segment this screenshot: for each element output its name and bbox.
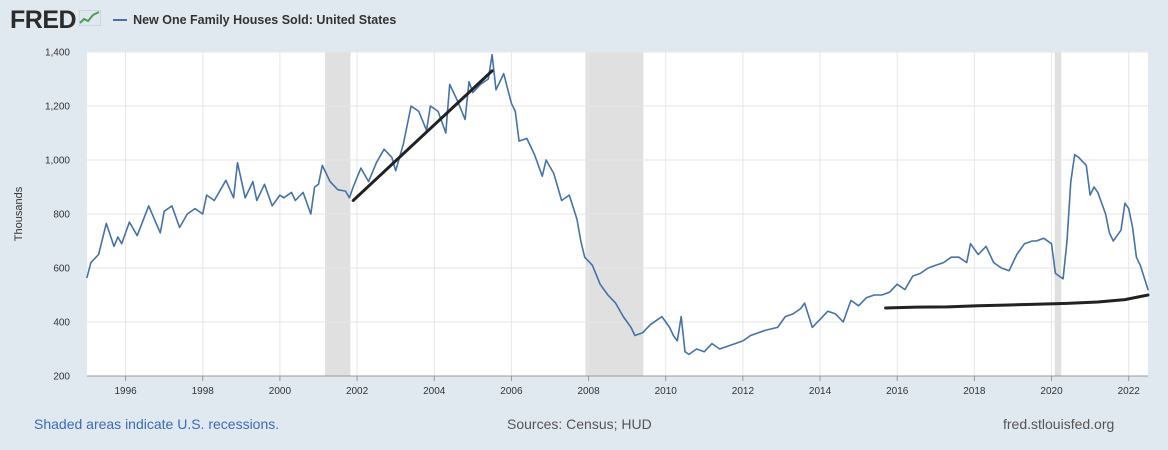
legend-swatch <box>113 19 128 21</box>
series-lines <box>86 53 1150 356</box>
x-tick-label: 2000 <box>269 386 292 397</box>
series-line-houses-sold <box>86 53 1149 356</box>
x-tick-label: 2012 <box>732 386 755 397</box>
y-axis-title: Thousands <box>13 186 25 241</box>
y-tick-label: 400 <box>53 318 70 329</box>
x-tick-label: 2016 <box>886 386 909 397</box>
x-tick-label: 2002 <box>346 386 369 397</box>
y-tick-label: 1,400 <box>45 48 70 59</box>
y-axis-ticks: 200 400 600 800 1,000 1,200 1,400 <box>45 48 70 383</box>
chart-header: FRED New One Family Houses Sold: United … <box>10 6 396 34</box>
trend-line-2 <box>884 293 1150 310</box>
x-tick-label: 1996 <box>114 386 137 397</box>
x-tick-label: 2004 <box>423 386 446 397</box>
chart-trend-icon <box>78 9 102 31</box>
x-tick-label: 1998 <box>192 386 215 397</box>
y-tick-label: 200 <box>53 372 70 383</box>
x-tick-label: 2010 <box>655 386 678 397</box>
y-tick-label: 1,200 <box>45 102 70 113</box>
y-tick-label: 800 <box>53 210 70 221</box>
x-tick-label: 2020 <box>1040 386 1063 397</box>
legend: New One Family Houses Sold: United State… <box>113 13 396 27</box>
y-tick-label: 1,000 <box>45 156 70 167</box>
fred-logo-text: FRED <box>10 5 77 34</box>
legend-label: New One Family Houses Sold: United State… <box>133 13 397 27</box>
x-tick-label: 2022 <box>1118 386 1141 397</box>
x-tick-label: 2018 <box>963 386 986 397</box>
trend-line-1 <box>351 69 494 202</box>
x-axis-ticks: 1996 1998 2000 2002 2004 2006 2008 2010 2012 2014… <box>87 375 1148 397</box>
y-tick-label: 600 <box>53 264 70 275</box>
x-tick-label: 2006 <box>500 386 523 397</box>
x-tick-label: 2008 <box>577 386 600 397</box>
sources-note: Sources: Census; HUD <box>507 416 652 432</box>
fred-logo[interactable]: FRED <box>10 5 102 35</box>
x-tick-label: 2014 <box>809 386 832 397</box>
site-link[interactable]: fred.stlouisfed.org <box>1003 416 1115 432</box>
recession-note: Shaded areas indicate U.S. recessions. <box>34 416 280 432</box>
